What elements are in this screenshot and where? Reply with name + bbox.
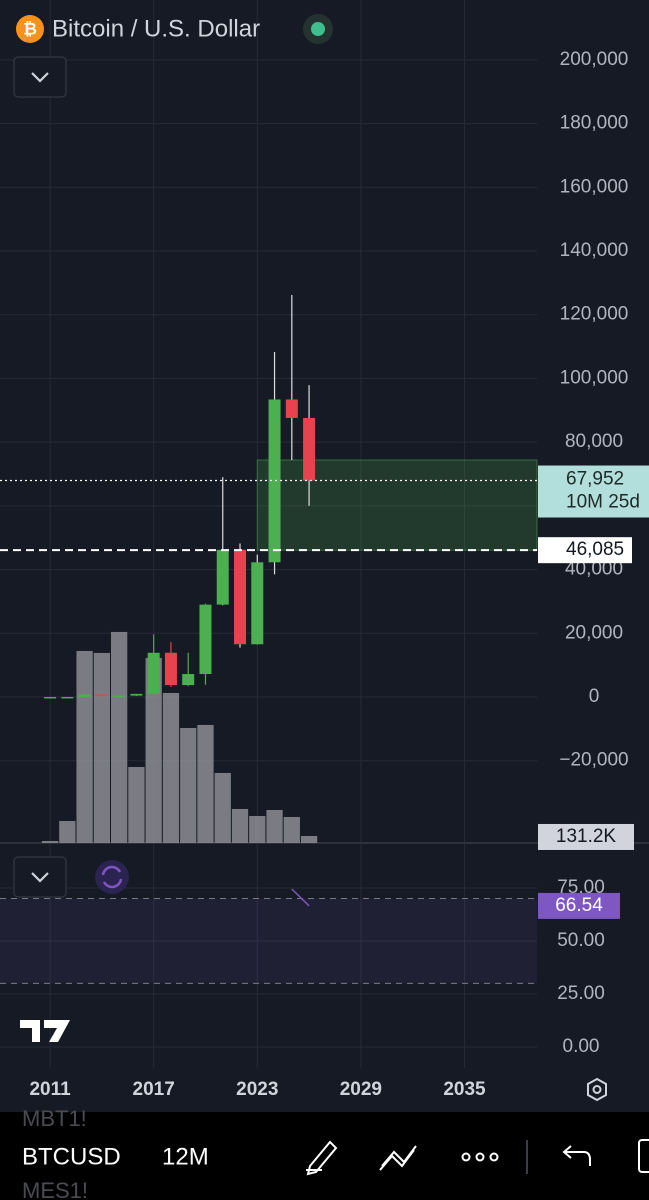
- y-tick-label: 80,000: [565, 431, 623, 452]
- chevron: [31, 872, 49, 883]
- rsi-tick-label: 25.00: [557, 983, 605, 1004]
- collapse-button[interactable]: [13, 56, 67, 98]
- dot: [489, 1152, 499, 1162]
- symbol-button[interactable]: BTCUSD: [22, 1143, 121, 1170]
- x-tick-label: 2017: [133, 1079, 175, 1100]
- y-tick-label: 100,000: [560, 367, 629, 388]
- candle-body: [44, 696, 57, 699]
- candle-body: [147, 652, 160, 694]
- bitcoin-icon: [16, 15, 44, 43]
- y-tick-label: 180,000: [560, 113, 629, 134]
- volume-label-box: [538, 823, 634, 850]
- y-tick-label: 120,000: [560, 304, 629, 325]
- x-tick-label: 2029: [340, 1079, 382, 1100]
- bitcoin-glyph: ₿: [23, 19, 37, 38]
- tv-logo-dot: [44, 1020, 52, 1028]
- volume-bar: [59, 821, 76, 843]
- market-status-dot: [311, 22, 325, 36]
- rsi-band: [0, 898, 537, 984]
- settings-button[interactable]: [587, 1077, 607, 1102]
- behind-symbol: MBT1!: [22, 1106, 87, 1131]
- candle-body: [285, 399, 298, 418]
- chevron: [31, 72, 49, 83]
- volume-bar: [214, 772, 231, 843]
- volume-bar: [162, 692, 180, 843]
- volume-label: 131.2K: [556, 826, 617, 847]
- rsi-pane: [0, 888, 537, 984]
- more-button[interactable]: [461, 1152, 499, 1162]
- volume-bar: [300, 835, 318, 843]
- volume-bar: [283, 817, 300, 843]
- price-zone: [256, 459, 538, 551]
- y-tick-label: 200,000: [560, 49, 629, 70]
- volume-bar: [266, 809, 283, 843]
- draw-button[interactable]: [306, 1140, 338, 1176]
- dot: [461, 1152, 471, 1162]
- candle-body: [113, 695, 126, 698]
- rsi-collapse-button[interactable]: [13, 856, 67, 898]
- sync-button[interactable]: [95, 860, 129, 894]
- interval-button[interactable]: 12M: [162, 1143, 209, 1170]
- price-label-box: [538, 465, 649, 518]
- x-tick-label: 2023: [236, 1079, 278, 1100]
- volume-bar: [197, 724, 214, 843]
- candle-body: [164, 652, 177, 686]
- undo-button[interactable]: [562, 1145, 591, 1166]
- volume-bar: [180, 727, 197, 843]
- candle-body: [182, 674, 195, 686]
- volume-bar: [93, 652, 111, 843]
- volume-bar: [249, 815, 266, 843]
- rsi-label-box: [538, 892, 620, 919]
- layout-button[interactable]: [638, 1139, 649, 1173]
- axes: −20,000020,00040,00060,00080,000100,0001…: [29, 49, 649, 1100]
- y-tick-label: 160,000: [560, 176, 629, 197]
- main-pane: [0, 294, 538, 843]
- volume-bar: [145, 657, 162, 843]
- price-label-box: [538, 537, 632, 564]
- behind-symbol: MES1!: [22, 1178, 88, 1200]
- candle-body: [61, 696, 74, 699]
- settings-icon: [592, 1085, 602, 1094]
- y-tick-label: 140,000: [560, 240, 629, 261]
- rsi-label: 66.54: [555, 895, 603, 916]
- tv-logo: [20, 1020, 70, 1042]
- candle-body: [268, 399, 281, 563]
- volume-bar: [41, 840, 59, 843]
- price-label: 46,085: [566, 539, 624, 560]
- volume-bar: [128, 766, 145, 843]
- candle-body: [95, 694, 108, 697]
- symbol-title: Bitcoin / U.S. Dollar: [52, 15, 260, 42]
- candle-body: [78, 694, 91, 697]
- rsi-tick-label: 75.00: [557, 877, 605, 898]
- y-tick-label: −20,000: [559, 750, 628, 771]
- volume-bar: [111, 631, 128, 843]
- dot: [475, 1152, 485, 1162]
- volume-bar: [76, 650, 93, 843]
- x-tick-label: 2011: [29, 1079, 71, 1100]
- rsi-tick-label: 0.00: [563, 1036, 600, 1057]
- candle-body: [216, 549, 229, 605]
- y-tick-label: 0: [589, 686, 600, 707]
- rsi-tick-label: 50.00: [557, 930, 605, 951]
- rsi-line: [291, 888, 310, 907]
- countdown-label: 10M 25d: [566, 492, 640, 513]
- candle-body: [234, 549, 247, 645]
- volume-bar: [231, 808, 249, 843]
- price-label: 67,952: [566, 469, 624, 490]
- sync-icon: [101, 865, 123, 889]
- candle-body: [251, 562, 264, 645]
- y-tick-label: 20,000: [565, 622, 623, 643]
- y-tick-label: 40,000: [565, 559, 623, 580]
- candle-body: [199, 604, 212, 675]
- x-tick-label: 2035: [443, 1079, 486, 1100]
- candle-body: [303, 417, 316, 481]
- trend-button[interactable]: [379, 1145, 417, 1171]
- candle-body: [130, 693, 143, 696]
- toolbar: [0, 1112, 649, 1200]
